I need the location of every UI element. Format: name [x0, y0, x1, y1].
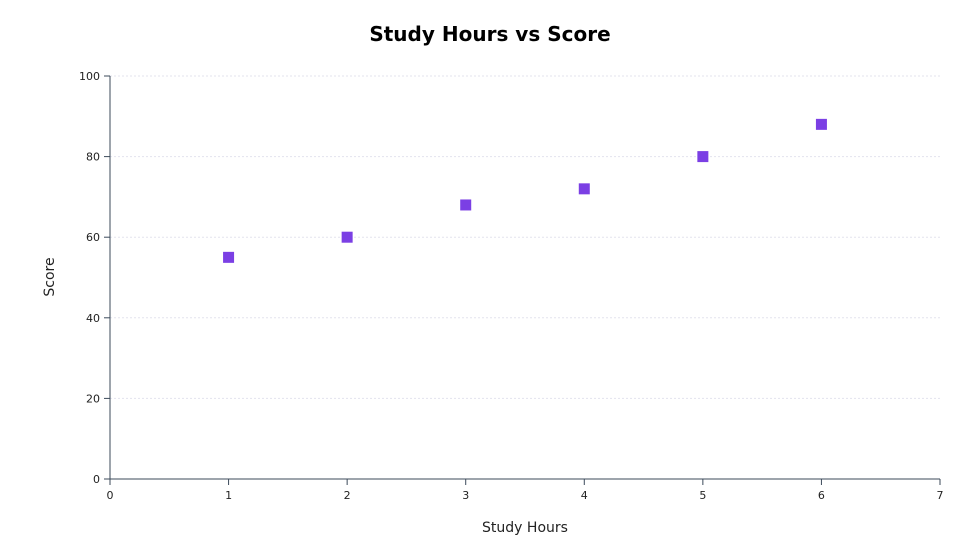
- y-tick-label: 100: [79, 70, 100, 83]
- data-point: [223, 251, 235, 263]
- data-point: [697, 151, 709, 163]
- y-axis-ticks: 0 20 40 60 80 100: [79, 70, 110, 486]
- x-tick-label: 3: [462, 489, 469, 502]
- x-tick-label: 1: [225, 489, 232, 502]
- data-point: [341, 231, 353, 243]
- x-tick-label: 4: [581, 489, 588, 502]
- y-tick-label: 40: [86, 312, 100, 325]
- x-tick-label: 2: [344, 489, 351, 502]
- data-point: [578, 183, 590, 195]
- x-axis-ticks: 0 1 2 3 4 5 6 7: [107, 479, 944, 502]
- chart-title: Study Hours vs Score: [369, 22, 610, 46]
- x-tick-label: 6: [818, 489, 825, 502]
- grid-lines: [110, 75, 940, 399]
- y-axis-label: Score: [42, 257, 58, 296]
- y-tick-label: 80: [86, 151, 100, 164]
- y-tick-label: 0: [93, 473, 100, 486]
- data-point: [815, 118, 827, 130]
- data-point: [460, 199, 472, 211]
- y-tick-label: 20: [86, 392, 100, 405]
- data-points: [223, 118, 827, 263]
- x-axis-label: Study Hours: [482, 520, 568, 536]
- x-tick-label: 0: [107, 489, 114, 502]
- x-tick-label: 7: [937, 489, 944, 502]
- axes: [109, 76, 940, 480]
- x-tick-label: 5: [699, 489, 706, 502]
- y-tick-label: 60: [86, 231, 100, 244]
